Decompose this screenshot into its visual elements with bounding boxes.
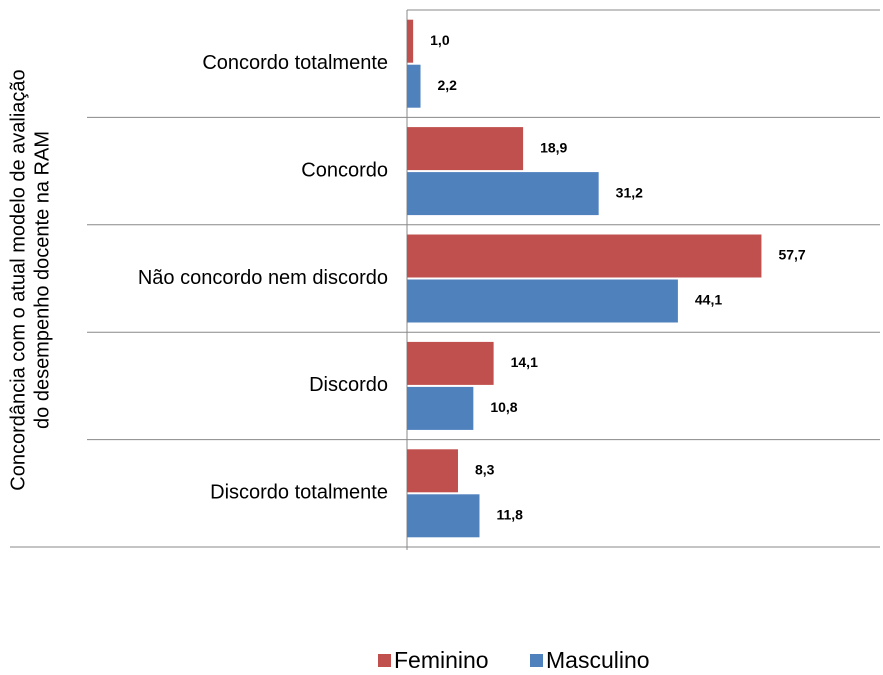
bar (407, 234, 762, 278)
bar (407, 127, 524, 171)
bar (407, 279, 678, 323)
bar (407, 19, 414, 63)
y-axis-label-line: do desempenho docente na RAM (31, 131, 53, 429)
data-label: 8,3 (475, 462, 495, 478)
legend-swatch (530, 654, 543, 667)
bar (407, 449, 458, 493)
data-label: 1,0 (430, 32, 450, 48)
data-label: 44,1 (695, 292, 722, 308)
y-tick-label: Discordo totalmente (210, 482, 388, 504)
bar (407, 341, 494, 385)
data-label: 11,8 (496, 507, 523, 523)
y-axis-label-line: Concordância com o atual modelo de avali… (7, 69, 29, 490)
y-tick-label: Discordo (309, 374, 388, 396)
y-tick-label: Concordo totalmente (202, 52, 388, 74)
data-label: 18,9 (540, 139, 567, 155)
data-label: 57,7 (778, 247, 805, 263)
legend-label: Feminino (394, 647, 489, 673)
data-label: 14,1 (511, 354, 538, 370)
legend-label: Masculino (546, 647, 650, 673)
bar (407, 386, 474, 430)
bar (407, 172, 599, 216)
y-axis-label: Concordância com o atual modelo de avali… (7, 69, 53, 490)
bar (407, 494, 480, 538)
data-label: 10,8 (490, 399, 517, 415)
y-tick-label: Concordo (301, 159, 388, 181)
data-label: 31,2 (616, 184, 643, 200)
bar (407, 64, 421, 108)
legend-swatch (378, 654, 391, 667)
y-tick-label: Não concordo nem discordo (138, 267, 388, 289)
data-label: 2,2 (438, 77, 458, 93)
